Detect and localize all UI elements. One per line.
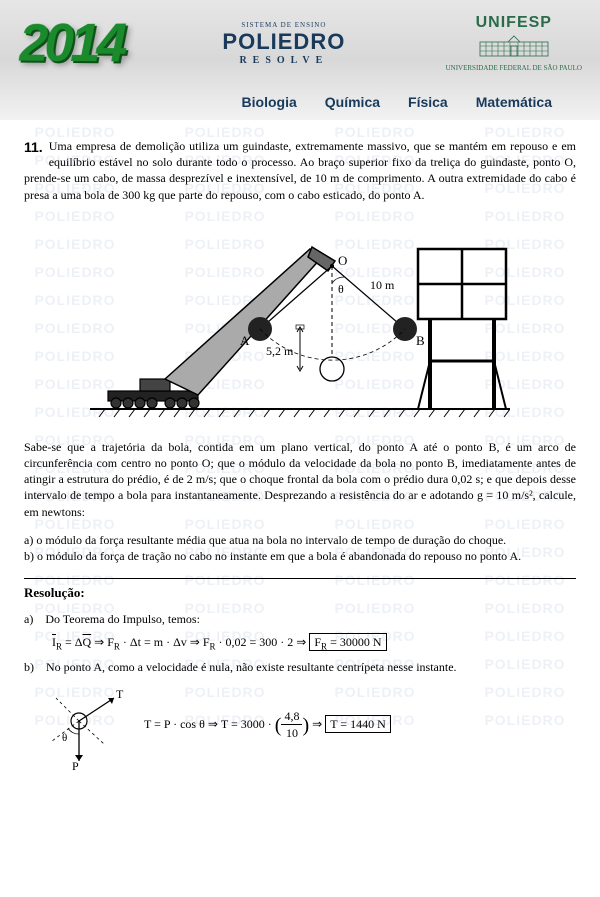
label-O: O xyxy=(338,253,347,268)
unifesp-university: UNIVERSIDADE FEDERAL DE SÃO PAULO xyxy=(446,64,582,72)
building-icon xyxy=(474,34,554,58)
question-paragraph-2: Sabe-se que a trajetória da bola, contid… xyxy=(24,439,576,520)
resol-b-result: T = 1440 N xyxy=(325,715,391,733)
item-b: b) o módulo da força de tração no cabo n… xyxy=(24,548,576,564)
nav-fisica[interactable]: Física xyxy=(408,94,448,110)
question-items: a) o módulo da força resultante média qu… xyxy=(24,532,576,564)
resol-b: b) No ponto A, como a velocidade é nula,… xyxy=(24,659,576,676)
poliedro-name: POLIEDRO xyxy=(222,29,345,55)
unifesp-logo: UNIFESP UNIVERSIDADE FEDERAL DE SÃO PAUL… xyxy=(446,14,582,72)
svg-text:P: P xyxy=(72,759,79,771)
vector-diagram: T P θ xyxy=(44,686,134,771)
svg-text:T: T xyxy=(116,687,124,701)
divider xyxy=(24,578,576,579)
question-paragraph: 11. Uma empresa de demolição utiliza um … xyxy=(24,138,576,203)
nav-biologia[interactable]: Biologia xyxy=(242,94,297,110)
page-header: 2014 SISTEMA DE ENSINO POLIEDRO RESOLVE … xyxy=(0,0,600,120)
label-height: 5,2 m xyxy=(266,344,294,358)
resol-a-text: Do Teorema do Impulso, temos: xyxy=(45,612,200,626)
crane-figure: O θ 10 m A B 5,2 m xyxy=(90,221,510,421)
poliedro-logo: SISTEMA DE ENSINO POLIEDRO RESOLVE xyxy=(222,21,345,66)
resol-a-label: a) xyxy=(24,612,33,626)
nav-matematica[interactable]: Matemática xyxy=(476,94,552,110)
resolution-body: a) Do Teorema do Impulso, temos: IR = ΔQ… xyxy=(24,611,576,771)
poliedro-subtitle: RESOLVE xyxy=(222,55,345,66)
resol-b-label: b) xyxy=(24,660,34,674)
resolution-title: Resolução: xyxy=(24,585,576,601)
year-logo: 2014 xyxy=(19,11,123,74)
svg-text:θ: θ xyxy=(62,732,67,744)
label-A: A xyxy=(240,333,250,348)
label-B: B xyxy=(416,333,425,348)
content-area: 11. Uma empresa de demolição utiliza um … xyxy=(0,120,600,789)
resol-a: a) Do Teorema do Impulso, temos: xyxy=(24,611,576,628)
resol-b-text: No ponto A, como a velocidade é nula, nã… xyxy=(46,660,457,674)
item-a: a) o módulo da força resultante média qu… xyxy=(24,532,576,548)
poliedro-tagline: SISTEMA DE ENSINO xyxy=(222,21,345,29)
resol-a-equation: IR = ΔQ ⇒ FR · Δt = m · Δv ⇒ FR · 0,02 =… xyxy=(24,634,576,653)
question-number: 11. xyxy=(24,138,43,157)
subject-nav: Biologia Química Física Matemática xyxy=(18,74,582,110)
question-text: Uma empresa de demolição utiliza um guin… xyxy=(24,139,576,202)
nav-quimica[interactable]: Química xyxy=(325,94,380,110)
frac-den: 10 xyxy=(281,725,302,742)
unifesp-name: UNIFESP xyxy=(446,14,582,32)
label-theta: θ xyxy=(338,282,344,296)
resol-a-result: FR = 30000 N xyxy=(309,633,386,651)
label-10m: 10 m xyxy=(370,278,395,292)
frac-num: 4,8 xyxy=(281,708,302,726)
